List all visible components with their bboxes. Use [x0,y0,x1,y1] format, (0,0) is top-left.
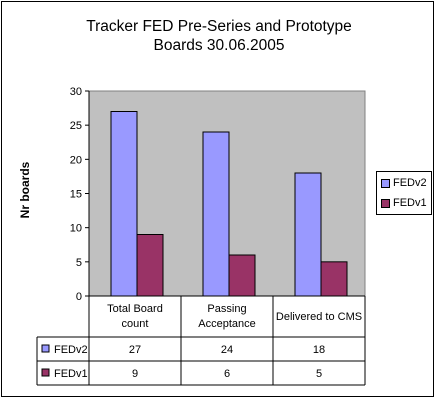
legend-swatch-fedv2 [381,179,390,188]
y-tick-label: 5 [76,257,82,269]
legend-label-fedv1: FEDv1 [393,197,427,209]
category-label-1: Total Board [107,303,163,315]
table-swatch-fedv2 [41,344,50,353]
legend-swatch-fedv1 [381,199,390,208]
chart-title-line-1: Tracker FED Pre-Series and Prototype [86,18,352,35]
table-value-fedv1-3: 5 [316,368,322,380]
legend: FEDv2 FEDv1 [376,171,432,215]
table-series-label-fedv1: FEDv1 [54,368,88,380]
category-label-3: Delivered to CMS [276,311,362,323]
category-label-2: Acceptance [198,318,255,330]
y-tick-label: 0 [76,291,82,303]
category-label-1: count [122,318,149,330]
y-tick-label: 15 [70,189,82,201]
table-value-fedv2-3: 18 [313,344,325,356]
chart-title: Tracker FED Pre-Series and Prototype Boa… [0,17,438,55]
table-value-fedv1-2: 6 [224,368,230,380]
y-tick-label: 10 [70,223,82,235]
y-tick-label: 20 [70,154,82,166]
y-tick-label: 30 [70,86,82,98]
category-label-2: Passing [207,303,246,315]
bar-fedv1-2 [228,254,256,297]
bar-fedv1-3 [320,261,348,297]
y-tick-label: 25 [70,120,82,132]
table-swatch-fedv1 [41,368,50,377]
bar-fedv1-1 [136,234,164,297]
bar-fedv2-3 [294,172,322,297]
table-value-fedv2-1: 27 [129,344,141,356]
legend-label-fedv2: FEDv2 [393,177,427,189]
bar-fedv2-2 [202,131,230,297]
table-value-fedv2-2: 24 [221,344,233,356]
chart-title-line-2: Boards 30.06.2005 [153,37,285,54]
bar-fedv2-1 [110,111,138,297]
table-value-fedv1-1: 9 [132,368,138,380]
table-series-label-fedv2: FEDv2 [54,344,88,356]
